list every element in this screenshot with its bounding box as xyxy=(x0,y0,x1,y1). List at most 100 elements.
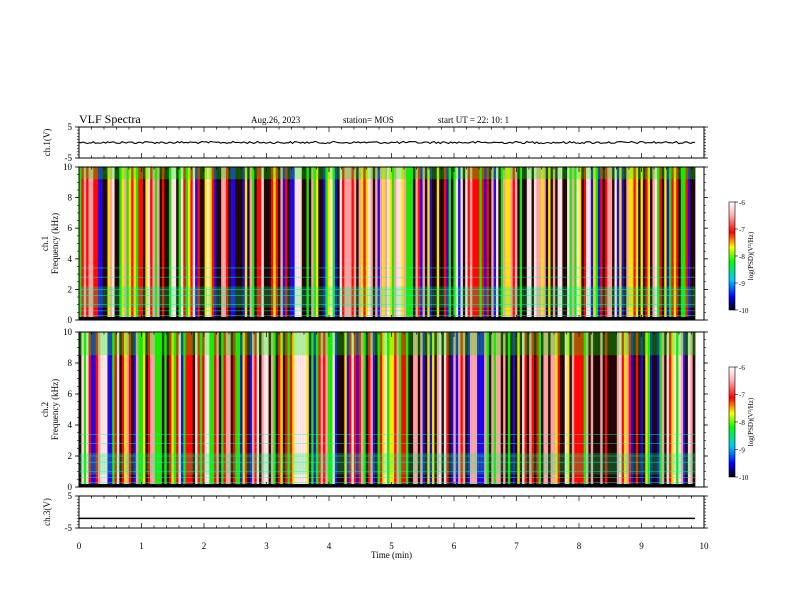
spectrogram-stripe xyxy=(671,167,675,320)
spectrogram-stripe xyxy=(671,332,675,487)
x-tick-label: 1 xyxy=(139,541,144,551)
station-label: station= MOS xyxy=(343,115,394,125)
spectrogram-stripe xyxy=(562,167,566,320)
spectrogram-stripe xyxy=(121,332,125,487)
spectrogram-stripe xyxy=(396,332,400,487)
spectrogram-stripe xyxy=(389,167,393,320)
spectrogram-stripe xyxy=(166,332,170,487)
colorbar-tick-label: -6 xyxy=(739,199,745,207)
spectrogram-stripe xyxy=(157,332,160,487)
spectrogram-stripe xyxy=(90,167,94,320)
spectrogram-stripe xyxy=(278,167,281,320)
spectrogram-stripe xyxy=(552,167,556,320)
plot-title: VLF Spectra xyxy=(79,112,141,126)
spectrogram-stripe xyxy=(604,167,608,320)
dc-band xyxy=(79,484,695,487)
spectrogram-stripe xyxy=(514,332,518,487)
x-tick-label: 4 xyxy=(327,541,332,551)
spectrogram-stripe xyxy=(652,332,656,487)
spectrogram-stripe xyxy=(645,332,649,487)
spectrogram-stripe xyxy=(581,167,585,320)
spectrogram-stripe xyxy=(216,332,220,487)
spectrogram-stripe xyxy=(602,332,606,487)
spectrogram-stripe xyxy=(690,332,694,487)
spectrogram-stripe xyxy=(626,332,630,487)
spectrogram-stripe xyxy=(664,332,667,487)
spectrogram-stripe xyxy=(564,332,568,487)
spectrogram-stripe xyxy=(315,167,319,320)
spectrogram-stripe xyxy=(119,167,123,320)
spectrogram-stripe xyxy=(398,167,402,320)
spectrogram-stripe xyxy=(522,167,525,320)
spectrogram-stripe xyxy=(488,167,492,320)
spectrogram-stripe xyxy=(503,167,506,320)
spectrogram-stripe xyxy=(398,332,402,487)
spectrogram-stripe xyxy=(235,332,239,487)
spectrogram-stripe xyxy=(211,332,215,487)
spectrogram-stripe xyxy=(171,332,175,487)
spectrogram-stripe xyxy=(432,167,435,320)
spectrogram-stripe xyxy=(341,332,345,487)
spectrogram-stripe xyxy=(275,167,279,320)
spectrogram-stripe xyxy=(533,167,537,320)
spectrogram-stripe xyxy=(616,167,620,320)
spectrogram-stripe xyxy=(593,332,596,487)
spectrogram-stripe xyxy=(233,332,236,487)
spectrogram-stripe xyxy=(472,167,476,320)
spectrogram-stripe xyxy=(664,167,667,320)
spectrogram-stripe xyxy=(510,332,513,487)
spectrogram-stripe xyxy=(171,167,175,320)
spectrogram-stripe xyxy=(529,332,532,487)
spectrogram-stripe xyxy=(109,167,113,320)
spectrogram-stripe xyxy=(209,167,213,320)
spectrogram-stripe xyxy=(261,167,265,320)
spectrogram-stripe xyxy=(330,332,333,487)
x-tick-label: 5 xyxy=(389,541,394,551)
spectrogram-stripe xyxy=(344,332,348,487)
spectrogram-stripe xyxy=(519,332,523,487)
spectrogram-stripe xyxy=(164,332,168,487)
spectrogram-stripe xyxy=(384,167,388,320)
colorbar-tick-label: -6 xyxy=(739,364,745,372)
spectrogram-stripe xyxy=(685,167,689,320)
spectrogram-stripe xyxy=(337,167,341,320)
spectrogram-stripe xyxy=(678,167,682,320)
spectrogram-stripe xyxy=(173,167,177,320)
spectrogram-stripe xyxy=(88,332,92,487)
spectrogram-stripe xyxy=(199,332,203,487)
spectrogram-stripe xyxy=(668,167,672,320)
spectrogram-stripe xyxy=(346,167,350,320)
spectrogram-stripe xyxy=(218,167,222,320)
spectrogram-stripe xyxy=(446,167,449,320)
spectrogram-stripe xyxy=(327,167,331,320)
spectrogram-stripe xyxy=(541,332,544,487)
spectrogram-stripe xyxy=(93,167,96,320)
spectrogram-stripe xyxy=(318,332,322,487)
spectrogram-stripe xyxy=(486,332,490,487)
spectrogram-stripe xyxy=(491,167,495,320)
spectrogram-stripe xyxy=(206,167,210,320)
spectrogram-stripe xyxy=(567,332,570,487)
y-axis-label: ch.1(V) xyxy=(42,129,52,157)
spectrogram-stripe xyxy=(469,332,473,487)
spectrogram-stripe xyxy=(446,332,449,487)
spectrogram-stripe xyxy=(583,167,587,320)
axes-panel-1: 5 -5 ch.1(V) xyxy=(42,122,708,163)
colorbar-tick-label: -10 xyxy=(739,474,749,482)
y-tick-label: 2 xyxy=(68,284,73,294)
spectrogram-stripe xyxy=(285,167,288,320)
spectrogram-stripe xyxy=(628,167,632,320)
spectrogram-stripe xyxy=(152,167,156,320)
spectrogram-stripe xyxy=(692,332,696,487)
spectrogram-stripe xyxy=(429,332,433,487)
spectrogram-stripe xyxy=(647,332,651,487)
spectrogram-stripe xyxy=(531,332,535,487)
spectrogram-stripe xyxy=(517,332,521,487)
spectrogram-stripe xyxy=(107,332,111,487)
spectrogram-stripe xyxy=(214,332,217,487)
spectrogram-stripe xyxy=(536,167,540,320)
spectrogram-stripe xyxy=(150,332,153,487)
spectrogram-stripe xyxy=(294,167,298,320)
y-tick-label: 6 xyxy=(68,223,73,233)
spectrogram-stripe xyxy=(325,332,329,487)
